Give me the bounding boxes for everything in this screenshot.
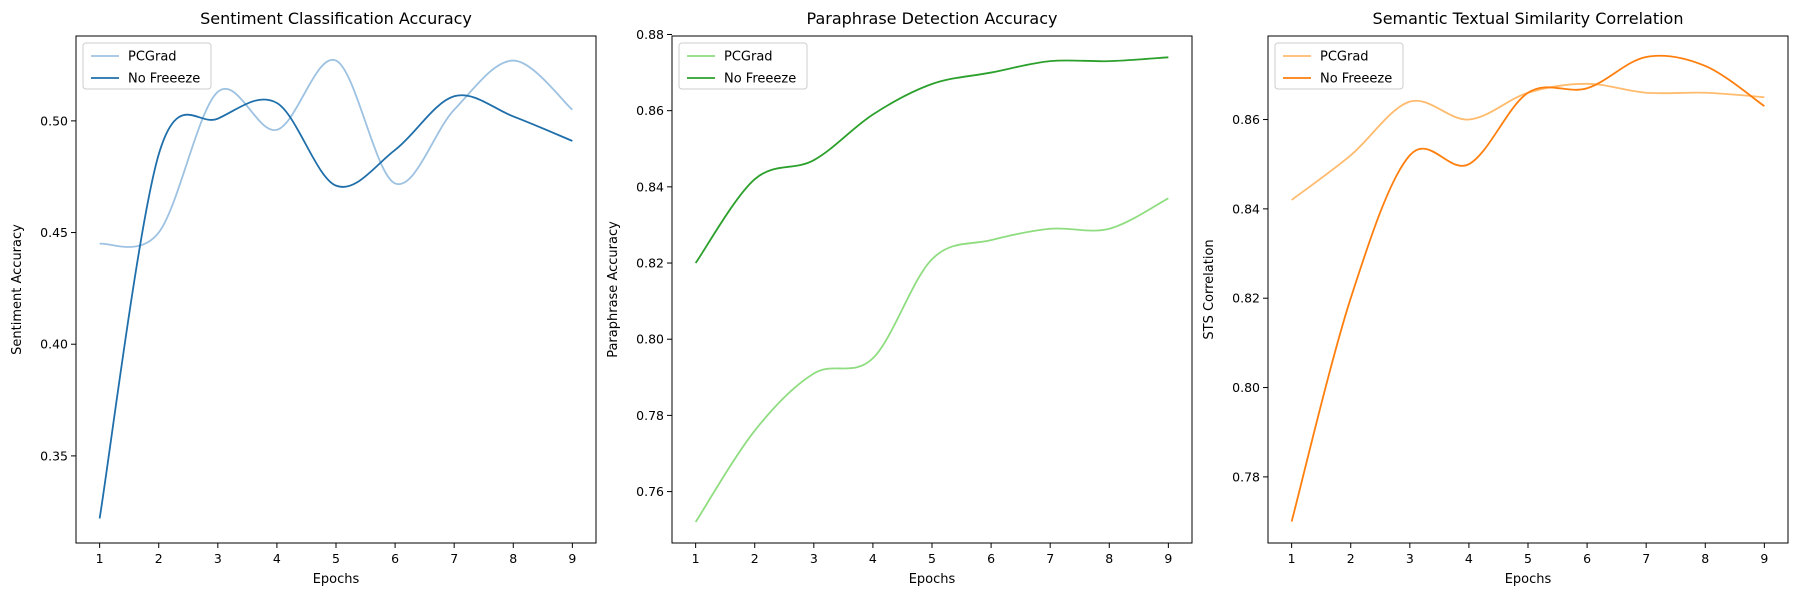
x-tick-label: 6 (391, 551, 399, 566)
x-tick-label: 8 (509, 551, 517, 566)
x-tick-label: 2 (751, 551, 759, 566)
x-tick-label: 1 (1288, 551, 1296, 566)
x-tick-label: 4 (1465, 551, 1473, 566)
x-tick-label: 3 (214, 551, 222, 566)
y-tick-label: 0.82 (636, 256, 664, 271)
legend-label: No Freeeze (1320, 72, 1392, 87)
y-axis-label: Paraphrase Accuracy (606, 221, 621, 358)
y-tick-label: 0.84 (636, 179, 664, 194)
x-tick-label: 4 (273, 551, 281, 566)
x-tick-label: 7 (1642, 551, 1650, 566)
axes-frame (671, 35, 1193, 544)
chart-title: Sentiment Classification Accuracy (200, 9, 472, 28)
legend-label: No Freeeze (724, 72, 796, 87)
chart-title: Semantic Textual Similarity Correlation (1373, 9, 1684, 28)
y-tick-label: 0.80 (1232, 380, 1260, 395)
x-tick-label: 1 (692, 551, 700, 566)
series-line-pcgrad (99, 59, 573, 248)
y-tick-label: 0.86 (1232, 112, 1260, 127)
y-axis-label: STS Correlation (1202, 239, 1217, 339)
x-tick-label: 6 (987, 551, 995, 566)
y-tick-label: 0.84 (1232, 201, 1260, 216)
x-tick-label: 3 (1406, 551, 1414, 566)
x-tick-label: 5 (332, 551, 340, 566)
x-tick-label: 8 (1701, 551, 1709, 566)
series-line-no-freeeze (98, 94, 573, 519)
series-line-no-freeeze (1290, 54, 1765, 522)
y-tick-label: 0.45 (40, 225, 68, 240)
x-tick-label: 6 (1583, 551, 1591, 566)
y-tick-label: 0.78 (1232, 469, 1260, 484)
legend-label: No Freeeze (128, 72, 200, 87)
y-tick-label: 0.78 (636, 408, 664, 423)
y-tick-label: 0.88 (636, 27, 664, 42)
x-tick-label: 8 (1105, 551, 1113, 566)
x-tick-label: 2 (155, 551, 163, 566)
x-tick-label: 7 (450, 551, 458, 566)
chart-title: Paraphrase Detection Accuracy (807, 9, 1058, 28)
x-axis-label: Epochs (909, 572, 956, 587)
x-tick-label: 2 (1347, 551, 1355, 566)
legend-label: PCGrad (1320, 50, 1369, 65)
x-tick-label: 5 (928, 551, 936, 566)
y-tick-label: 0.82 (1232, 291, 1260, 306)
series-line-no-freeeze (694, 56, 1169, 264)
y-tick-label: 0.35 (40, 448, 68, 463)
legend-label: PCGrad (724, 50, 773, 65)
x-tick-label: 3 (810, 551, 818, 566)
legend-label: PCGrad (128, 50, 177, 65)
series-line-pcgrad (1291, 82, 1765, 201)
y-tick-label: 0.80 (636, 332, 664, 347)
x-axis-label: Epochs (313, 572, 360, 587)
x-tick-label: 9 (568, 551, 576, 566)
axes-frame (1267, 35, 1789, 544)
x-tick-label: 4 (869, 551, 877, 566)
x-axis-label: Epochs (1505, 572, 1552, 587)
x-tick-label: 7 (1046, 551, 1054, 566)
x-tick-label: 9 (1164, 551, 1172, 566)
series-line-pcgrad (694, 197, 1169, 523)
axes-frame (75, 35, 597, 544)
x-tick-label: 1 (96, 551, 104, 566)
x-tick-label: 5 (1524, 551, 1532, 566)
chart-panel-3: Semantic Textual Similarity Correlation 1… (1202, 9, 1789, 587)
y-tick-label: 0.76 (636, 484, 664, 499)
y-tick-label: 0.86 (636, 103, 664, 118)
chart-panel-2: Paraphrase Detection Accuracy 1 2 3 4 5 6 7 8 9 0.… (606, 9, 1193, 587)
y-axis-label: Sentiment Accuracy (10, 224, 25, 355)
y-tick-label: 0.40 (40, 337, 68, 352)
chart-panel-1: Sentiment Classification Accuracy 1 2 3 4 5 6 7… (10, 9, 597, 587)
y-tick-label: 0.50 (40, 113, 68, 128)
x-tick-label: 9 (1760, 551, 1768, 566)
